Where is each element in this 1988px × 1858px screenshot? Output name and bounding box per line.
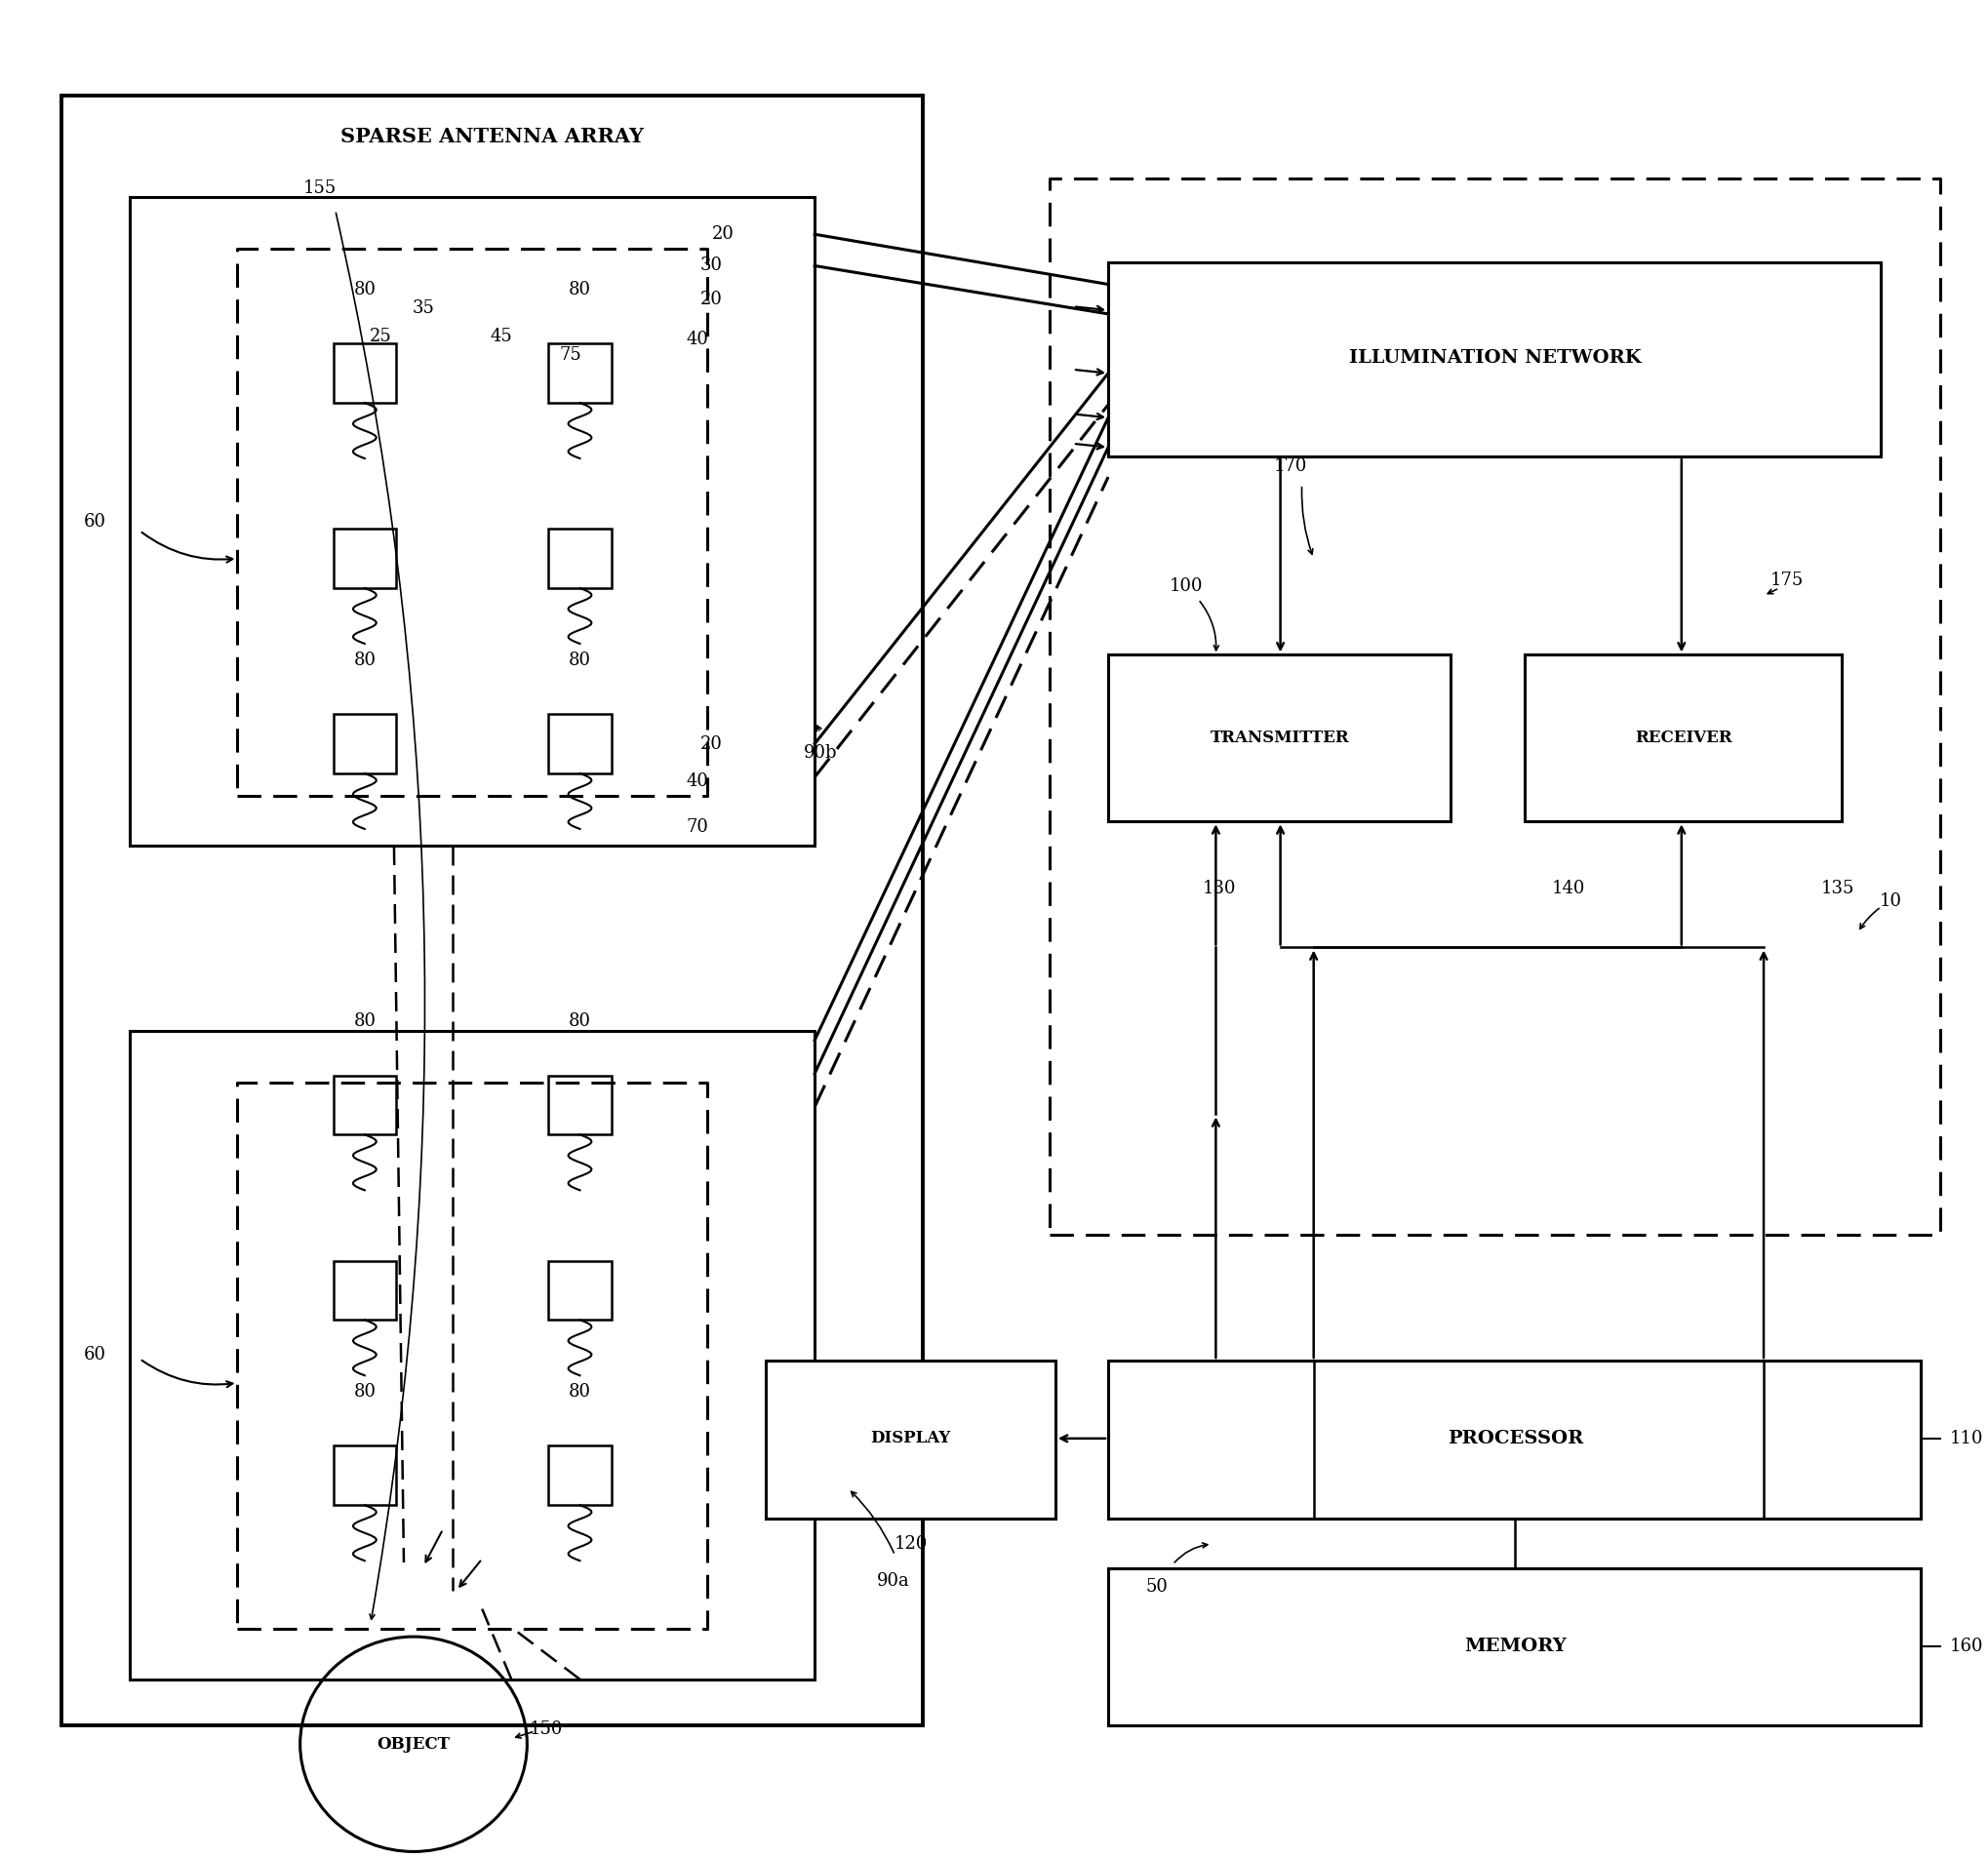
- Text: 150: 150: [531, 1721, 563, 1737]
- Text: 20: 20: [700, 736, 722, 752]
- Bar: [62, 95, 922, 1726]
- Bar: [549, 1446, 610, 1505]
- Text: ILLUMINATION NETWORK: ILLUMINATION NETWORK: [1350, 349, 1642, 368]
- Text: TRANSMITTER: TRANSMITTER: [1211, 730, 1350, 747]
- Bar: [1107, 1360, 1920, 1518]
- Text: 40: 40: [686, 331, 708, 349]
- Text: MEMORY: MEMORY: [1463, 1637, 1567, 1655]
- Text: 70: 70: [686, 818, 708, 836]
- Text: 50: 50: [1145, 1577, 1169, 1596]
- Text: 90b: 90b: [803, 745, 837, 762]
- Text: DISPLAY: DISPLAY: [871, 1431, 950, 1447]
- Text: PROCESSOR: PROCESSOR: [1447, 1429, 1582, 1447]
- Bar: [334, 713, 396, 773]
- Bar: [334, 530, 396, 589]
- Text: 80: 80: [354, 281, 376, 299]
- Text: 90a: 90a: [877, 1572, 909, 1590]
- Text: 60: 60: [83, 1347, 107, 1364]
- Text: SPARSE ANTENNA ARRAY: SPARSE ANTENNA ARRAY: [340, 126, 644, 145]
- Bar: [334, 344, 396, 403]
- Text: 100: 100: [1169, 578, 1203, 595]
- Text: 80: 80: [569, 652, 590, 669]
- Text: 130: 130: [1203, 879, 1237, 897]
- Text: 135: 135: [1821, 879, 1855, 897]
- Bar: [129, 197, 815, 845]
- Bar: [549, 530, 610, 589]
- Bar: [549, 1076, 610, 1135]
- Text: 175: 175: [1771, 572, 1803, 589]
- Text: 75: 75: [559, 346, 580, 364]
- Text: 80: 80: [569, 281, 590, 299]
- Bar: [334, 1446, 396, 1505]
- Text: 110: 110: [1950, 1429, 1984, 1447]
- Bar: [1107, 1568, 1920, 1726]
- Bar: [1107, 654, 1451, 821]
- Bar: [129, 1031, 815, 1680]
- Text: RECEIVER: RECEIVER: [1634, 730, 1732, 747]
- Bar: [1525, 654, 1843, 821]
- Text: 45: 45: [491, 327, 513, 346]
- Bar: [765, 1360, 1056, 1518]
- Text: 155: 155: [302, 178, 336, 197]
- Text: 35: 35: [412, 299, 435, 318]
- Text: 40: 40: [686, 773, 708, 790]
- Text: 80: 80: [354, 1384, 376, 1401]
- Text: 10: 10: [1879, 892, 1903, 910]
- Text: 20: 20: [700, 290, 722, 308]
- Bar: [1107, 262, 1881, 457]
- Text: 80: 80: [569, 1384, 590, 1401]
- Text: 80: 80: [569, 1013, 590, 1031]
- Text: 25: 25: [370, 327, 392, 346]
- Text: 160: 160: [1950, 1637, 1984, 1655]
- Text: 170: 170: [1274, 457, 1306, 474]
- Text: 30: 30: [700, 256, 722, 275]
- Text: OBJECT: OBJECT: [378, 1735, 449, 1752]
- Text: 120: 120: [895, 1535, 926, 1553]
- Bar: [334, 1260, 396, 1319]
- Bar: [549, 1260, 610, 1319]
- Text: 20: 20: [712, 225, 734, 243]
- Bar: [549, 344, 610, 403]
- Text: 140: 140: [1551, 879, 1584, 897]
- Bar: [549, 713, 610, 773]
- Text: 80: 80: [354, 1013, 376, 1031]
- Bar: [334, 1076, 396, 1135]
- Text: 80: 80: [354, 652, 376, 669]
- Text: 60: 60: [83, 513, 107, 530]
